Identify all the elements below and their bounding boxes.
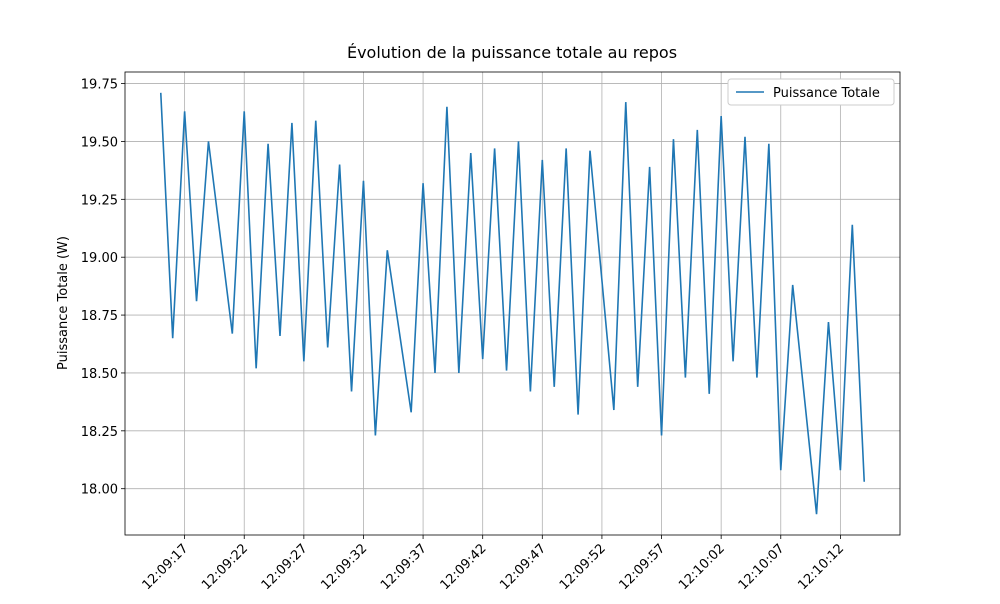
x-tick-label: 12:09:42 xyxy=(438,541,490,593)
x-tick-label: 12:10:12 xyxy=(795,541,847,593)
x-tick-label: 12:09:52 xyxy=(557,541,609,593)
legend-label: Puissance Totale xyxy=(773,86,880,101)
x-tick-label: 12:09:27 xyxy=(259,541,311,593)
legend-box xyxy=(727,78,895,106)
chart-title: Évolution de la puissance totale au repo… xyxy=(347,43,677,62)
y-tick-label: 19.75 xyxy=(81,78,118,93)
y-axis-label: Puissance Totale (W) xyxy=(56,236,71,370)
x-tick-label: 12:10:07 xyxy=(736,541,788,593)
y-tick-label: 19.00 xyxy=(81,251,118,266)
x-tick-label: 12:09:22 xyxy=(199,541,251,593)
y-tick-label: 18.25 xyxy=(81,425,118,440)
plot-frame xyxy=(124,71,901,536)
x-tick-label: 12:09:37 xyxy=(378,541,430,593)
y-tick-label: 18.00 xyxy=(81,483,118,498)
y-tick-label: 18.50 xyxy=(81,367,118,382)
line-series xyxy=(159,92,866,515)
x-tick-label: 12:09:32 xyxy=(318,541,370,593)
x-tick-label: 12:10:02 xyxy=(676,541,728,593)
x-tick-label: 12:09:47 xyxy=(497,541,549,593)
x-tick-label: 12:09:57 xyxy=(616,541,668,593)
y-tick-label: 18.75 xyxy=(81,309,118,324)
y-tick-label: 19.50 xyxy=(81,135,118,150)
x-tick-label: 12:09:17 xyxy=(140,541,192,593)
y-tick-label: 19.25 xyxy=(81,193,118,208)
